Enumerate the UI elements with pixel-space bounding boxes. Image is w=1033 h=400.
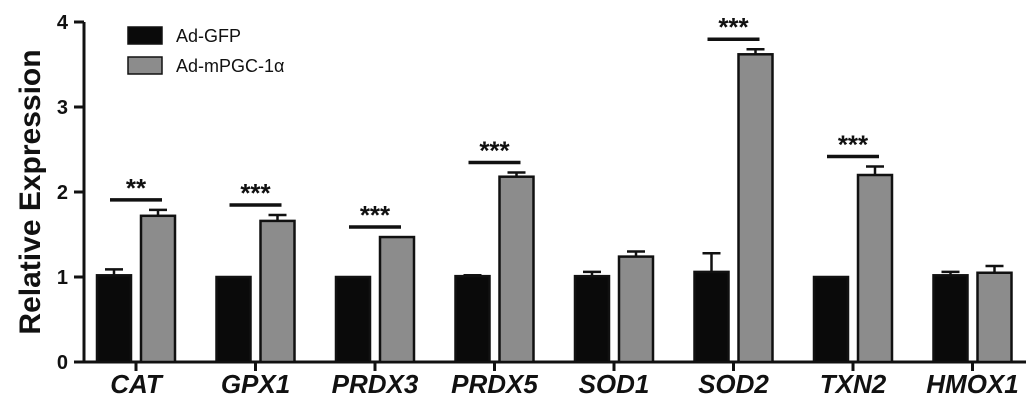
y-tick-label: 4 <box>57 12 69 34</box>
significance-label: *** <box>240 178 271 208</box>
bar-ad-gfp-gpx1 <box>215 275 252 364</box>
legend-label: Ad-mPGC-1α <box>176 56 284 76</box>
bar-ad-gfp-prdx5 <box>454 274 491 364</box>
significance-label: ** <box>126 173 147 203</box>
x-category-label: HMOX1 <box>926 369 1018 399</box>
bar-ad-gfp-txn2 <box>812 275 850 364</box>
bar-ad-gfp-prdx3 <box>334 275 372 364</box>
bar-ad-mpgc-gpx1 <box>259 219 296 364</box>
bar-ad-mpgc-prdx5 <box>498 175 535 364</box>
bar-ad-gfp-cat <box>95 274 133 364</box>
x-category-label: CAT <box>110 369 164 399</box>
x-category-label: TXN2 <box>820 369 887 399</box>
significance-label: *** <box>718 12 749 42</box>
x-category-label: GPX1 <box>221 369 290 399</box>
x-category-label: SOD2 <box>698 369 769 399</box>
bars-layer <box>95 47 1013 364</box>
y-axis-title-group: Relative Expression <box>14 49 47 334</box>
x-category-label: PRDX3 <box>332 369 419 399</box>
bar-ad-gfp-hmox1 <box>932 274 969 364</box>
bar-ad-gfp-sod1 <box>573 274 611 364</box>
significance-label: *** <box>479 135 510 165</box>
legend-label: Ad-GFP <box>176 26 241 46</box>
y-tick-label: 2 <box>57 182 68 204</box>
significance-layer: ** *************** <box>110 12 879 230</box>
y-tick-label: 1 <box>57 267 68 289</box>
axes: 0 1 2 3 4 CAT GPX1 PRDX3 PRDX5 SOD1 SOD2 TXN2 HMOX1 <box>57 12 1026 399</box>
bar-ad-gfp-sod2 <box>693 270 730 364</box>
legend-swatch <box>127 26 163 45</box>
x-category-label: PRDX5 <box>451 369 538 399</box>
x-category-label: SOD1 <box>579 369 650 399</box>
bar-ad-mpgc-hmox1 <box>976 271 1013 364</box>
bar-ad-mpgc-sod1 <box>617 255 655 364</box>
y-tick-label: 0 <box>57 352 68 374</box>
legend-swatch <box>127 56 163 75</box>
y-tick-label: 3 <box>57 97 68 119</box>
bar-ad-mpgc-txn2 <box>856 173 894 364</box>
y-axis-title: Relative Expression <box>14 49 47 334</box>
legend: Ad-GFP Ad-mPGC-1α <box>127 26 284 76</box>
bar-ad-mpgc-prdx3 <box>378 235 416 364</box>
bar-ad-mpgc-sod2 <box>737 53 774 364</box>
significance-label: *** <box>838 130 869 160</box>
significance-label: *** <box>360 200 391 230</box>
bar-ad-mpgc-cat <box>139 214 177 364</box>
